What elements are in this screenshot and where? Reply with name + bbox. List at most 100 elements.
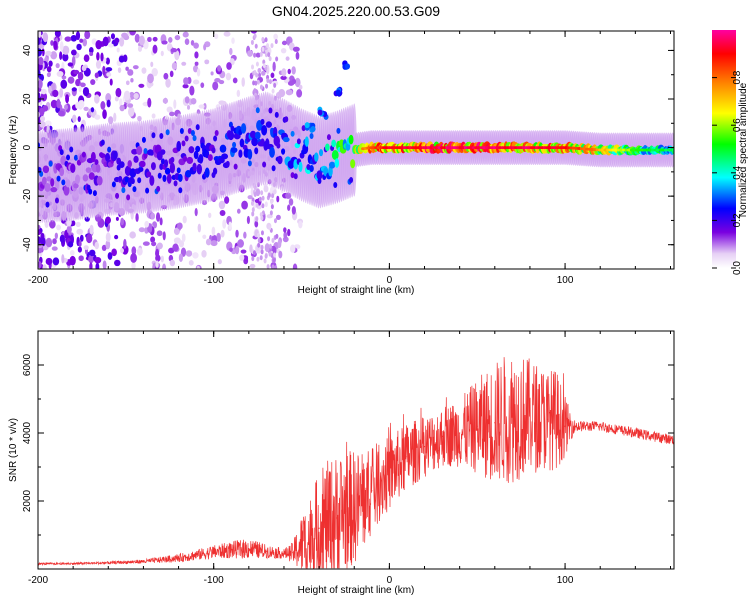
spectrogram-noise-cell: [133, 92, 139, 100]
spectrogram-ridge-cell: [50, 178, 55, 187]
snr-data-point: [177, 557, 180, 559]
spectrogram-ridge-cell: [190, 130, 195, 137]
spectrogram-noise-cell: [71, 55, 76, 66]
spectrogram-noise-cell: [114, 37, 120, 44]
spectrogram-ridge-cell: [73, 183, 79, 189]
spectrogram-noise-cell: [156, 230, 163, 237]
snr-data-point: [353, 507, 355, 509]
spectrogram-ridge-cell: [96, 176, 103, 186]
spectrogram-ridge-cell: [326, 134, 331, 141]
spectrogram-noise-cell: [89, 224, 94, 235]
spectrogram-noise-cell: [264, 37, 268, 43]
spectrogram-ridge-cell: [204, 167, 210, 178]
spectrogram-noise-cell: [94, 256, 102, 264]
spectrogram-noise-cell: [294, 77, 301, 88]
top-y-axis: -40 -20 0 20 40: [22, 44, 674, 270]
spectrogram-noise-cell: [262, 63, 266, 69]
spectrogram-noise-cell: [160, 255, 164, 263]
spectrogram-ridge-cell: [262, 161, 267, 168]
spectrogram-noise-cell: [224, 196, 230, 204]
spectrogram-ridge-cell: [176, 167, 181, 174]
spectrogram-noise-cell: [77, 246, 82, 253]
spectrogram-ridge-cell: [107, 146, 112, 153]
spectrogram-noise-cell: [217, 259, 222, 265]
spectrogram-ridge-cell: [156, 185, 161, 192]
spectrogram-noise-cell: [59, 41, 64, 52]
spectrogram-noise-cell: [255, 52, 261, 58]
snr-data-point: [406, 456, 408, 458]
spectrogram-noise-cell: [197, 223, 202, 233]
spectrogram-noise-cell: [69, 250, 75, 256]
spectrogram-noise-cell: [274, 39, 278, 45]
spectrogram-noise-cell: [127, 69, 134, 76]
colorbar-tick-label: 0.0: [732, 261, 743, 275]
bottom-x-tick-label: -200: [28, 575, 48, 586]
spectrogram-noise-cell: [268, 243, 272, 249]
spectrogram-noise-cell: [259, 51, 263, 57]
spectrogram-noise-cell: [256, 256, 260, 262]
spectrogram-noise-cell: [60, 79, 68, 89]
spectrogram-noise-cell: [135, 212, 139, 223]
spectrogram-noise-cell: [125, 80, 130, 86]
spectrogram-noise-cell: [90, 79, 96, 86]
spectrogram-ridge-cell: [309, 133, 314, 140]
spectrogram-noise-cell: [172, 243, 179, 252]
spectrogram-noise-cell: [235, 229, 239, 238]
spectrogram-noise-cell: [123, 90, 131, 101]
spectrogram-noise-cell: [201, 250, 207, 258]
spectrogram-noise-cell: [83, 106, 89, 111]
spectrogram-noise-cell: [281, 40, 288, 46]
spectrogram-noise-cell: [263, 185, 269, 193]
spectrogram-ridge-cell: [46, 176, 52, 182]
spectrogram-noise-cell: [259, 212, 263, 218]
spectrogram-noise-cell: [261, 36, 265, 42]
spectrogram-ridge-cell: [65, 179, 71, 188]
spectrogram-noise-cell: [274, 265, 278, 269]
spectrogram-noise-cell: [254, 80, 258, 86]
spectrogram-noise-cell: [203, 103, 207, 110]
spectrogram-ridge-cell: [92, 190, 97, 197]
spectrogram-noise-cell: [266, 43, 270, 49]
snr-panel: -200 -100 0 100 2000 4000 6000 Height of stra…: [8, 330, 675, 596]
spectrogram-noise-cell: [95, 262, 100, 269]
top-y-tick-label: -40: [22, 237, 33, 252]
spectrogram-noise-cell: [48, 85, 52, 94]
spectrogram-noise-cell: [88, 249, 96, 257]
top-x-tick-label: 0: [387, 275, 393, 286]
spectrogram-noise-cell: [163, 72, 169, 80]
spectrogram-branch-cell: [345, 63, 351, 70]
spectrogram-noise-cell: [138, 83, 145, 88]
spectrogram-noise-cell: [235, 245, 240, 255]
spectrogram-noise-cell: [64, 104, 69, 111]
spectrogram-branch-cell: [310, 126, 316, 133]
spectrogram-noise-cell: [283, 231, 288, 239]
spectrogram-noise-cell: [59, 234, 65, 243]
spectrogram-ridge-cell: [164, 167, 171, 175]
spectrogram-noise-cell: [261, 46, 265, 52]
spectrogram-noise-cell: [289, 244, 296, 253]
spectrogram-ridge-cell: [159, 163, 164, 171]
spectrogram-ridge-cell: [121, 187, 126, 194]
spectrogram-ridge-cell: [44, 182, 51, 192]
spectrogram-noise-cell: [119, 98, 123, 107]
spectrogram-ridge-cell: [82, 174, 89, 182]
spectrogram-noise-cell: [273, 252, 277, 258]
spectrogram-noise-cell: [94, 241, 99, 250]
snr-data-point: [142, 560, 145, 563]
spectrogram-noise-cell: [265, 83, 269, 89]
snr-data-point: [555, 418, 557, 420]
spectrogram-noise-cell: [254, 43, 258, 49]
spectrogram-ridge-cell: [349, 177, 354, 184]
spectrogram-noise-cell: [278, 88, 286, 98]
spectrogram-noise-cell: [268, 79, 272, 85]
colorbar: 0.0 0.2 0.4 0.6 0.8 Normalized spectral ampl…: [712, 30, 749, 275]
spectrogram-noise-cell: [108, 43, 114, 48]
spectrogram-noise-cell: [287, 204, 291, 211]
spectrogram-ridge-cell: [170, 156, 175, 163]
spectrogram-noise-cell: [137, 115, 142, 122]
spectrogram-noise-cell: [210, 240, 218, 247]
spectrogram-noise-cell: [108, 116, 114, 125]
spectrogram-noise-cell: [105, 239, 111, 250]
spectrogram-noise-cell: [75, 31, 81, 41]
top-y-axis-label: Frequency (Hz): [8, 116, 19, 185]
